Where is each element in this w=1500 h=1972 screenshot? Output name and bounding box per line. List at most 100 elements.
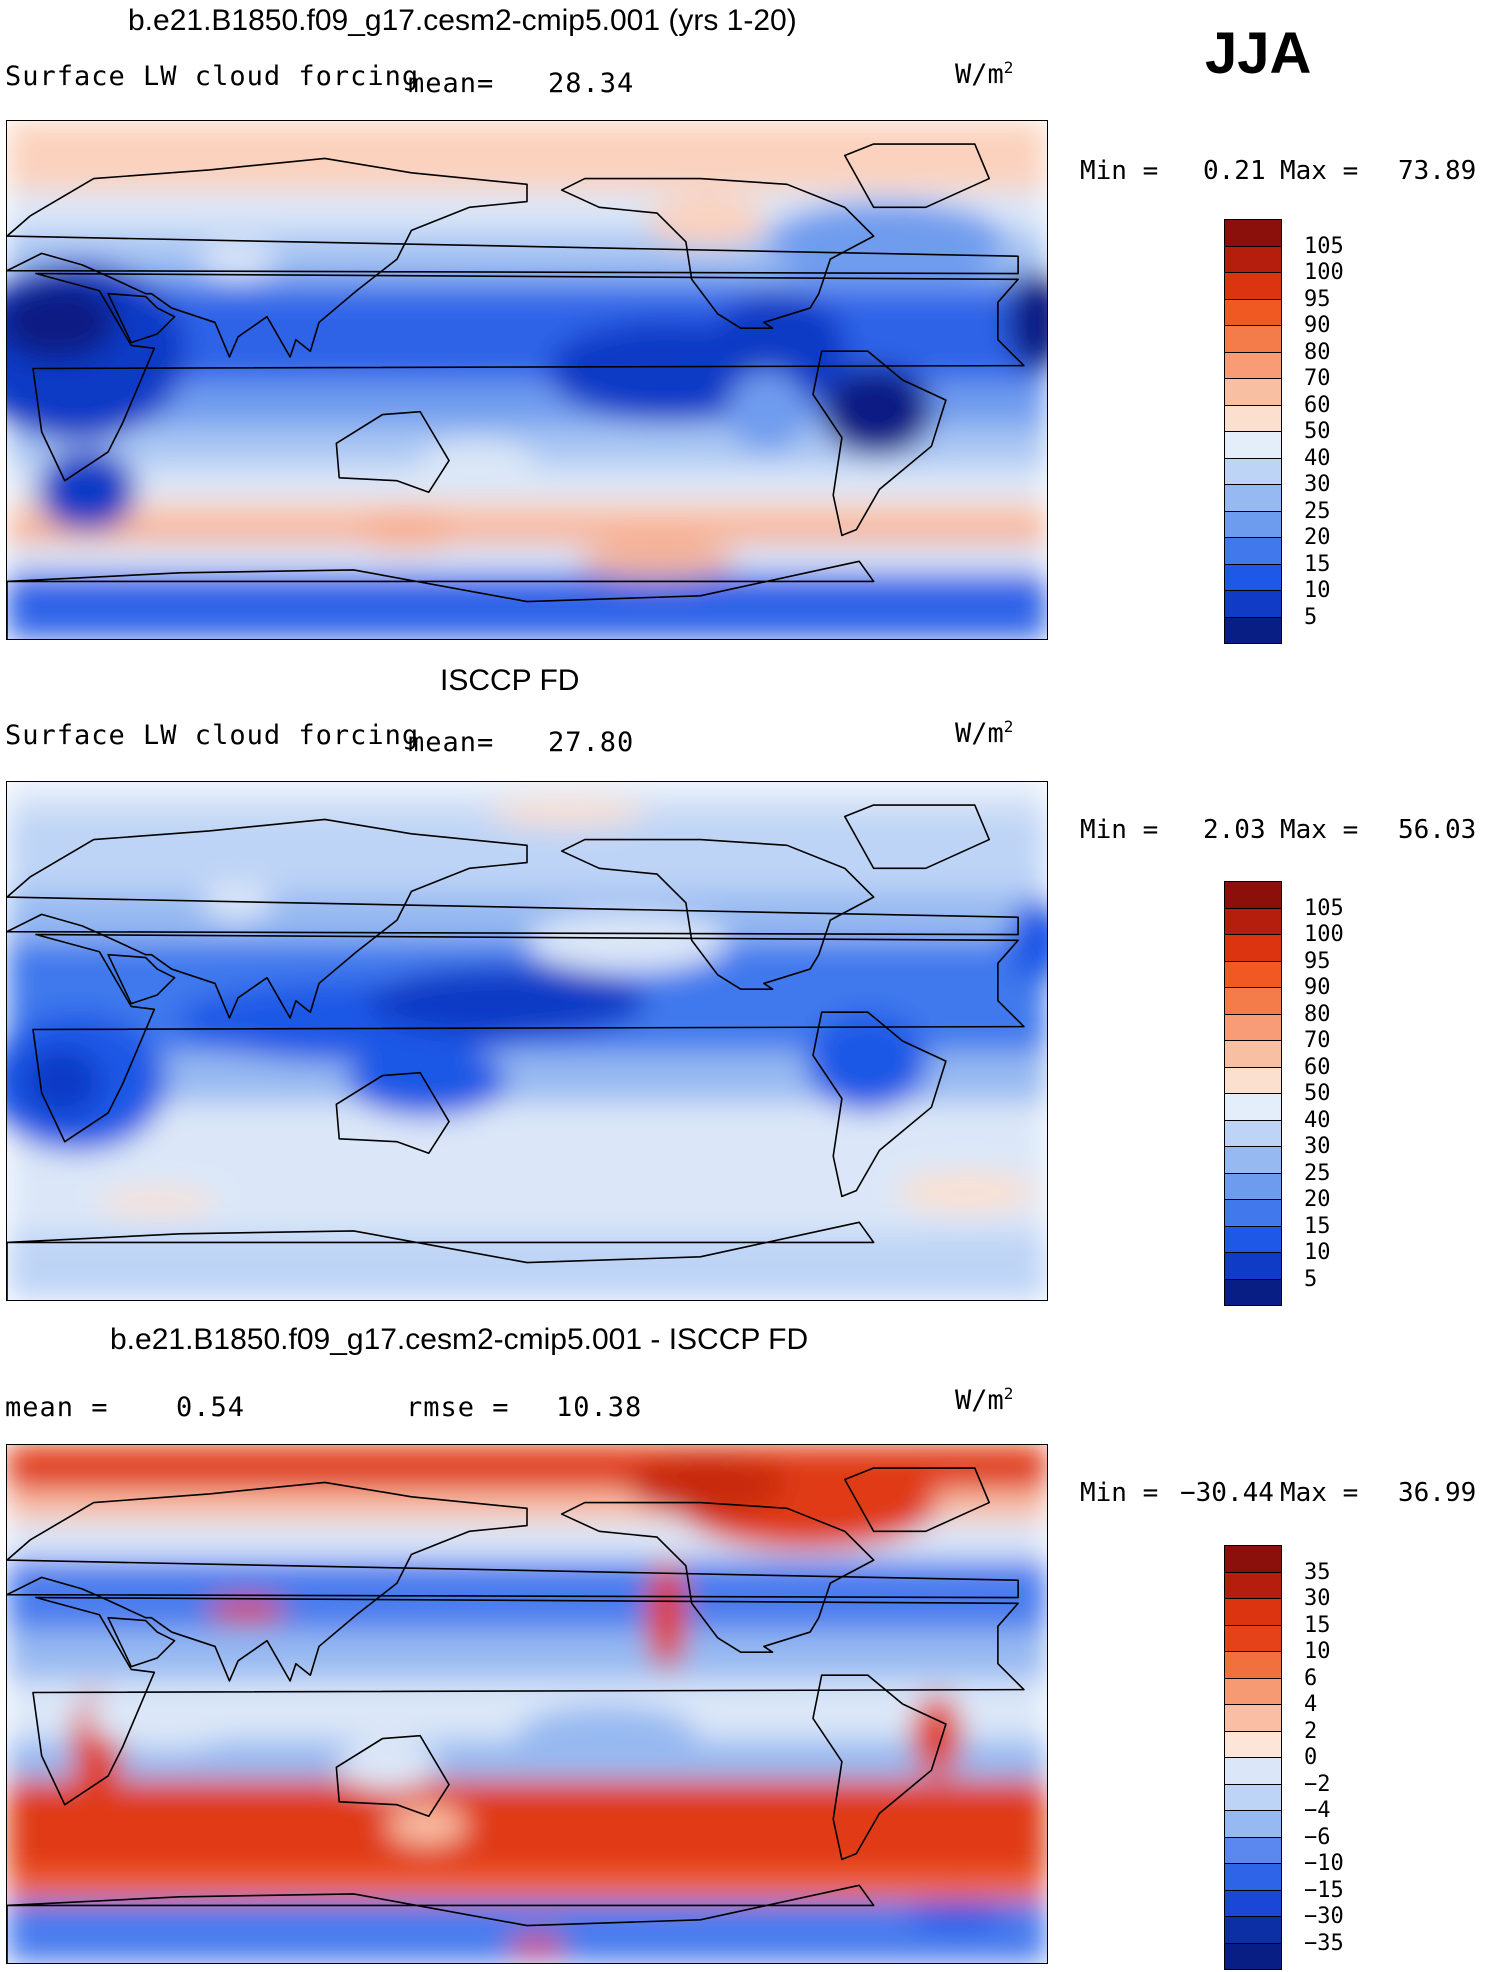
coastline (7, 818, 1019, 1019)
field-patch (647, 1560, 687, 1670)
colorbar-label: 30 (1304, 1586, 1331, 1611)
field-patch (507, 1935, 567, 1955)
colorbar-swatch (1224, 1810, 1282, 1838)
colorbar-label: 5 (1304, 1266, 1318, 1292)
colorbar-swatch (1224, 298, 1282, 326)
colorbar-label: 25 (1304, 498, 1331, 524)
colorbar-label: 25 (1304, 1160, 1331, 1186)
panel-3-colorbar: 35 30 15 10 6 4 2 0 −2 −4 −6 −10 −15 −30 −35 (1224, 1545, 1344, 1970)
field-band (7, 543, 1047, 573)
colorbar-swatch (1224, 1066, 1282, 1094)
colorbar-label: 90 (1304, 313, 1331, 338)
colorbar-label: 15 (1304, 1213, 1331, 1239)
field-patch (577, 541, 737, 581)
colorbar-swatch (1224, 1916, 1282, 1944)
colorbar-label: 70 (1304, 366, 1331, 391)
colorbar-label: 90 (1304, 975, 1331, 1000)
field-patch (527, 912, 727, 972)
panel-1-max-label: Max = (1280, 156, 1359, 186)
colorbar-swatch (1224, 537, 1282, 565)
colorbar-swatch (1224, 431, 1282, 459)
colorbar-label: 60 (1304, 392, 1331, 418)
colorbar-swatch (1224, 960, 1282, 988)
colorbar-label: 20 (1304, 525, 1331, 550)
colorbar-label: 60 (1304, 1054, 1331, 1080)
colorbar-label: 35 (1304, 1559, 1331, 1585)
coastline (843, 1467, 991, 1533)
colorbar-label: 80 (1304, 339, 1331, 365)
field-patch (727, 371, 807, 451)
colorbar-swatch (1224, 1571, 1282, 1599)
colorbar-swatch (1224, 404, 1282, 432)
panel-3-units: W/m2 (955, 1384, 1014, 1416)
panel-2-max-label: Max = (1280, 815, 1359, 845)
field-band (7, 121, 1047, 191)
panel-3-rmse-label: rmse = (406, 1392, 510, 1423)
field-patch (22, 1047, 102, 1117)
colorbar-label: −6 (1304, 1824, 1331, 1850)
colorbar-label: 10 (1304, 578, 1331, 603)
field-patch (367, 967, 647, 1037)
colorbar-swatch (1224, 934, 1282, 962)
field-patch (517, 1705, 697, 1765)
field-patch (207, 1598, 287, 1622)
colorbar-label: 0 (1304, 1745, 1318, 1770)
colorbar-label: 4 (1304, 1692, 1318, 1717)
colorbar-label: 100 (1304, 260, 1344, 285)
colorbar-swatch (1224, 245, 1282, 273)
field-patch (907, 1900, 1007, 1930)
field-patch (1007, 902, 1047, 982)
coastline (7, 1481, 1019, 1682)
colorbar-swatch (1224, 1704, 1282, 1732)
colorbar-label: 20 (1304, 1187, 1331, 1212)
colorbar-swatch (1224, 1836, 1282, 1864)
panel-3-title: b.e21.B1850.f09_g17.cesm2-cmip5.001 - IS… (110, 1323, 809, 1356)
panel-1-map (6, 120, 1048, 640)
field-patch (897, 1172, 1037, 1212)
coastline (560, 177, 875, 329)
coastline (812, 1011, 947, 1198)
colorbar-swatch (1224, 1119, 1282, 1147)
field-band (7, 1875, 1047, 1900)
coastline (843, 804, 991, 870)
field-patch (347, 511, 467, 551)
colorbar-swatch (1224, 1252, 1282, 1280)
colorbar-swatch (1224, 1730, 1282, 1758)
panel-3-min-label: Min = (1080, 1478, 1159, 1508)
coastline (107, 292, 176, 344)
coastline (107, 1616, 176, 1668)
colorbar-label: 40 (1304, 445, 1331, 471)
panel-2-min-label: Min = (1080, 815, 1159, 845)
colorbar-label: 50 (1304, 1081, 1331, 1106)
coastline (7, 1884, 875, 1963)
colorbar-swatch (1224, 1093, 1282, 1121)
colorbar-label: 2 (1304, 1718, 1318, 1744)
colorbar-swatch (1224, 1624, 1282, 1652)
colorbar-swatch (1224, 457, 1282, 485)
panel-2-mean-label: mean= (408, 727, 495, 758)
colorbar-swatch (1224, 881, 1282, 909)
colorbar-swatch (1224, 1040, 1282, 1068)
field-patch (417, 441, 537, 491)
field-patch (87, 1680, 247, 1750)
colorbar-label: −4 (1304, 1798, 1331, 1823)
panel-3-max-value: 36.99 (1398, 1478, 1477, 1508)
field-patch (487, 798, 647, 826)
colorbar-swatch (1224, 590, 1282, 618)
colorbar-swatch (1224, 1863, 1282, 1891)
coastline (843, 143, 991, 209)
colorbar-swatch (1224, 1651, 1282, 1679)
colorbar-label: 100 (1304, 922, 1344, 947)
panel-2-variable: Surface LW cloud forcing (5, 720, 420, 751)
colorbar-label: 105 (1304, 895, 1344, 921)
panel-3-mean-label: mean = (5, 1392, 109, 1423)
panel-2-colorbar: 105 100 95 90 80 70 60 50 40 30 25 20 15 10 5 (1224, 881, 1344, 1306)
colorbar-label: 15 (1304, 1612, 1331, 1638)
colorbar-swatch (1224, 510, 1282, 538)
field-patch (347, 1047, 507, 1117)
field-layer (7, 782, 1047, 1300)
coastline (560, 1501, 875, 1653)
colorbar-swatch (1224, 378, 1282, 406)
colorbar-label: −30 (1304, 1904, 1344, 1929)
field-patch (767, 201, 1007, 281)
